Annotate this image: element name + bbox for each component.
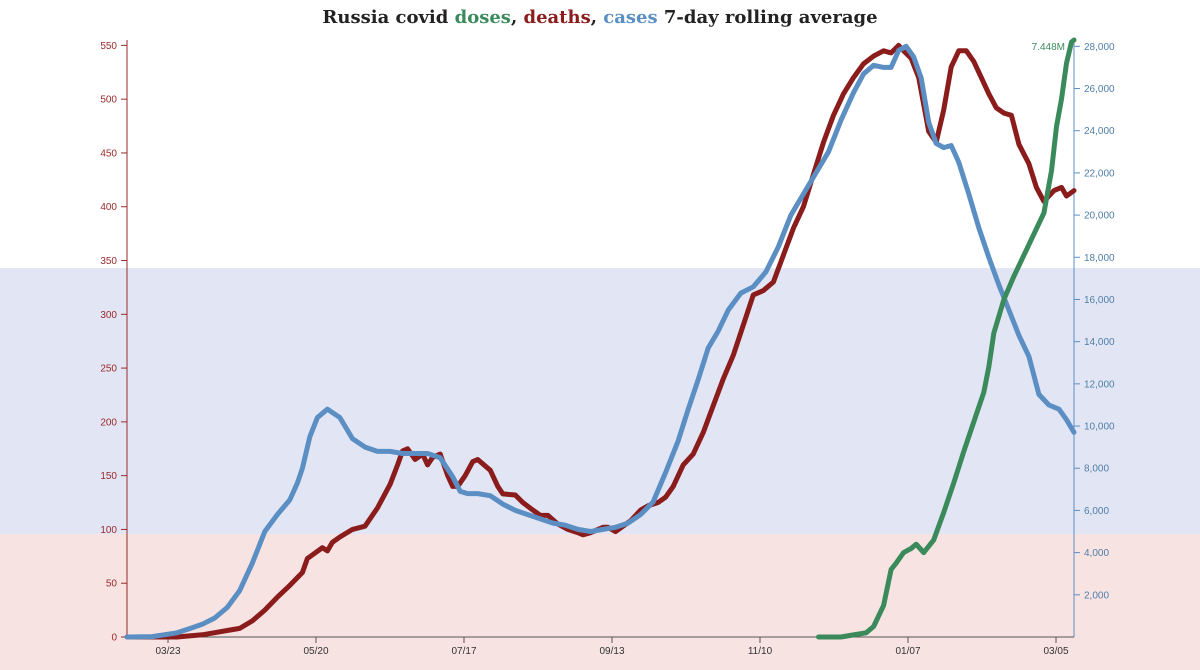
title-prefix: Russia covid bbox=[322, 7, 455, 28]
series-lines bbox=[124, 37, 1077, 640]
x-tick-label: 01/07 bbox=[895, 646, 920, 657]
bottom-background-band bbox=[0, 534, 1200, 670]
right-tick-label: 20,000 bbox=[1084, 211, 1115, 222]
x-tick-label: 09/13 bbox=[599, 646, 624, 657]
x-tick-label: 05/20 bbox=[303, 646, 328, 657]
x-tick-label: 07/17 bbox=[451, 646, 476, 657]
title-deaths: deaths bbox=[523, 7, 591, 28]
right-tick-label: 12,000 bbox=[1084, 379, 1115, 390]
left-tick-label: 200 bbox=[100, 417, 117, 428]
right-tick-label: 18,000 bbox=[1084, 253, 1115, 264]
left-tick-label: 100 bbox=[100, 525, 117, 536]
right-tick-label: 4,000 bbox=[1084, 548, 1109, 559]
left-tick-label: 300 bbox=[100, 310, 117, 321]
title-sep-1: , bbox=[510, 7, 524, 28]
left-tick-label: 250 bbox=[100, 364, 117, 375]
left-tick-label: 50 bbox=[106, 579, 118, 590]
right-tick-label: 10,000 bbox=[1084, 422, 1115, 433]
x-tick-label: 03/05 bbox=[1043, 646, 1068, 657]
left-tick-label: 550 bbox=[100, 41, 117, 52]
right-tick-label: 22,000 bbox=[1084, 168, 1115, 179]
x-tick-label: 11/10 bbox=[748, 646, 773, 657]
right-tick-label: 14,000 bbox=[1084, 337, 1115, 348]
right-tick-label: 26,000 bbox=[1084, 84, 1115, 95]
axis-labels: 0 50 100 150 200 250 300 350 400 450 500 550 2,000 4,… bbox=[100, 41, 1115, 657]
top-background bbox=[0, 0, 1200, 268]
x-tick-label: 03/23 bbox=[155, 646, 180, 657]
title-cases: cases bbox=[603, 7, 658, 28]
title-sep-2: , bbox=[590, 7, 604, 28]
right-tick-label: 8,000 bbox=[1084, 464, 1109, 475]
left-tick-label: 500 bbox=[100, 95, 117, 106]
right-tick-label: 28,000 bbox=[1084, 42, 1115, 53]
doses-end-annotation: 7.448M bbox=[1032, 42, 1065, 53]
left-tick-label: 400 bbox=[100, 202, 117, 213]
left-tick-label: 0 bbox=[111, 633, 117, 644]
axes bbox=[121, 40, 1080, 643]
left-tick-label: 450 bbox=[100, 148, 117, 159]
right-tick-label: 16,000 bbox=[1084, 295, 1115, 306]
series-line-deaths bbox=[124, 42, 1077, 640]
title-suffix: 7-day rolling average bbox=[657, 7, 878, 28]
series-line-doses bbox=[816, 37, 1077, 640]
series-line-cases bbox=[124, 43, 1077, 640]
right-tick-label: 6,000 bbox=[1084, 506, 1109, 517]
left-tick-label: 350 bbox=[100, 256, 117, 267]
right-tick-label: 2,000 bbox=[1084, 590, 1109, 601]
left-tick-label: 150 bbox=[100, 471, 117, 482]
title-doses: doses bbox=[454, 7, 511, 28]
right-tick-label: 24,000 bbox=[1084, 126, 1115, 137]
chart-title: Russia covid doses, deaths, cases 7-day … bbox=[0, 7, 1200, 28]
